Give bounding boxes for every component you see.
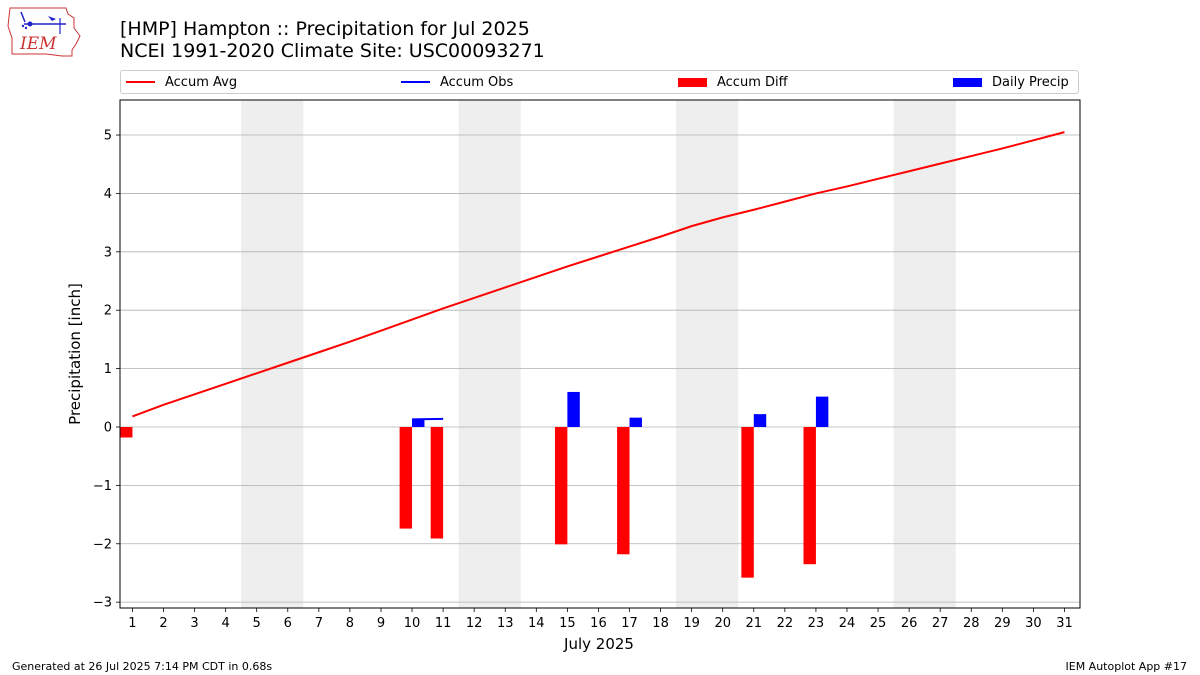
y-tick-label: 5	[104, 129, 112, 144]
y-tick-label: −3	[93, 596, 112, 611]
legend-item-accum-avg: Accum Avg	[126, 71, 237, 93]
footer-app-text: IEM Autoplot App #17	[1065, 660, 1188, 673]
x-tick-label: 11	[435, 616, 452, 631]
legend-swatch	[126, 81, 155, 83]
legend-label: Accum Diff	[717, 74, 788, 90]
logo-text: IEM	[19, 34, 57, 54]
legend-label: Accum Avg	[165, 74, 238, 90]
x-tick-label: 26	[901, 616, 918, 631]
x-tick-label: 25	[870, 616, 887, 631]
y-tick-label: −1	[93, 479, 112, 494]
accum-diff-bar	[399, 426, 413, 529]
daily-precip-bar	[412, 419, 425, 427]
x-tick-label: 6	[284, 616, 292, 631]
x-tick-label: 12	[466, 616, 483, 631]
x-tick-label: 30	[1025, 616, 1042, 631]
daily-precip-bar	[629, 417, 642, 427]
x-tick-label: 5	[253, 616, 261, 631]
x-tick-label: 2	[159, 616, 167, 631]
x-tick-label: 21	[746, 616, 763, 631]
x-tick-label: 4	[221, 616, 229, 631]
footer-generated-text: Generated at 26 Jul 2025 7:14 PM CDT in …	[12, 660, 273, 673]
legend-item-accum-obs: Accum Obs	[401, 71, 513, 93]
weekend-band	[893, 100, 956, 608]
accum-diff-bar	[617, 426, 630, 555]
x-tick-label: 29	[994, 616, 1011, 631]
x-axis-label: July 2025	[563, 635, 634, 653]
accum-diff-bar	[120, 426, 133, 438]
x-tick-label: 31	[1056, 616, 1073, 631]
x-tick-label: 20	[714, 616, 731, 631]
legend: Accum Avg Accum Obs Accum Diff Daily Pre…	[120, 70, 1079, 94]
x-tick-label: 10	[404, 616, 421, 631]
x-tick-label: 3	[190, 616, 198, 631]
x-tick-label: 19	[683, 616, 700, 631]
x-tick-label: 15	[559, 616, 576, 631]
y-tick-label: 4	[104, 187, 112, 202]
x-tick-label: 1	[128, 616, 136, 631]
daily-precip-bar	[753, 414, 767, 427]
accum-diff-bar	[741, 426, 754, 578]
x-tick-label: 7	[315, 616, 323, 631]
accum-diff-bar	[803, 426, 816, 565]
x-tick-label: 13	[497, 616, 514, 631]
x-tick-label: 22	[777, 616, 794, 631]
plot-frame	[119, 99, 1081, 609]
accum-obs-line	[412, 417, 444, 421]
x-tick-label: 27	[932, 616, 949, 631]
x-tick-label: 14	[528, 616, 545, 631]
x-tick-label: 8	[346, 616, 354, 631]
y-tick-label: −2	[93, 537, 112, 552]
daily-precip-bar	[815, 396, 829, 427]
weekend-band	[241, 100, 304, 608]
legend-label: Accum Obs	[440, 74, 514, 90]
legend-item-daily-precip: Daily Precip	[953, 71, 1069, 93]
legend-item-accum-diff: Accum Diff	[678, 71, 788, 93]
y-tick-label: 1	[104, 362, 112, 377]
accum-diff-bar	[554, 426, 568, 545]
x-tick-label: 17	[621, 616, 638, 631]
x-tick-label: 28	[963, 616, 980, 631]
chart-title: [HMP] Hampton :: Precipitation for Jul 2…	[120, 18, 530, 40]
legend-label: Daily Precip	[992, 74, 1069, 90]
accum-avg-line	[132, 131, 1065, 418]
accum-diff-bar	[430, 426, 444, 539]
y-tick-label: 2	[104, 304, 112, 319]
iem-logo: IEM	[7, 7, 81, 57]
chart-subtitle: NCEI 1991-2020 Climate Site: USC00093271	[120, 40, 545, 62]
y-tick-label: 3	[104, 245, 112, 260]
x-tick-label: 24	[839, 616, 856, 631]
daily-precip-bar	[567, 391, 580, 427]
x-tick-label: 9	[377, 616, 385, 631]
x-tick-label: 18	[652, 616, 669, 631]
x-tick-label: 23	[808, 616, 825, 631]
y-axis-label: Precipitation [inch]	[66, 283, 84, 425]
legend-swatch	[401, 81, 430, 83]
y-tick-label: 0	[104, 420, 112, 435]
legend-swatch	[678, 77, 707, 87]
weekend-band	[676, 100, 739, 608]
legend-swatch	[953, 77, 982, 87]
x-tick-label: 16	[590, 616, 607, 631]
weekend-band	[458, 100, 521, 608]
